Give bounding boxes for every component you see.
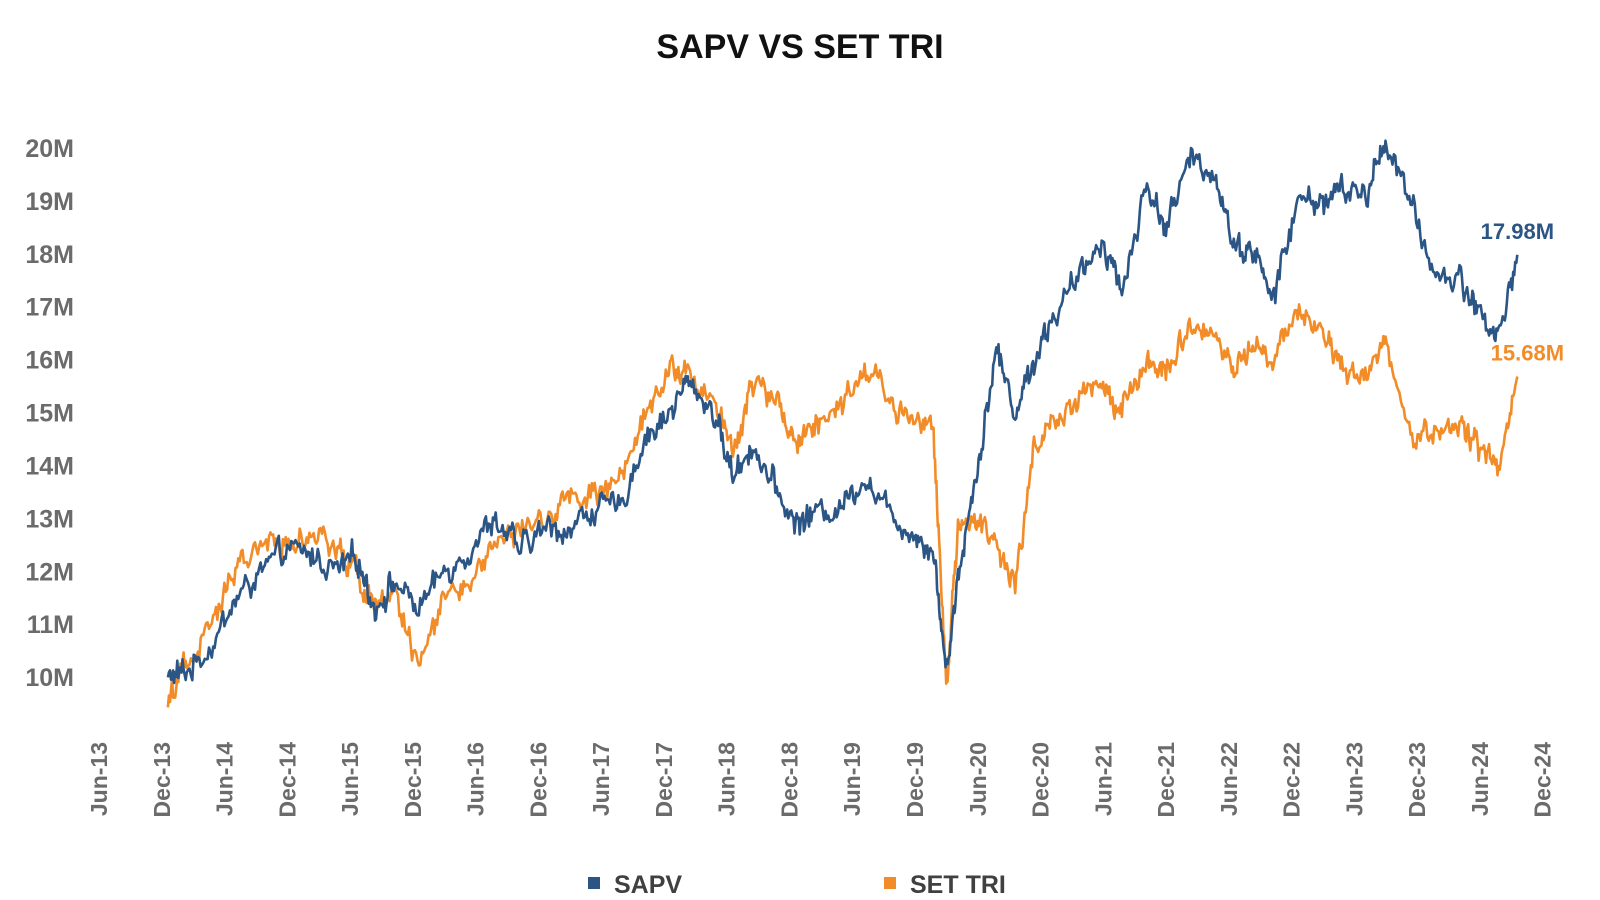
legend-label-sapv: SAPV — [614, 871, 682, 899]
x-tick-label: Dec-20 — [1028, 742, 1054, 817]
x-tick-label: Jun-13 — [86, 742, 112, 816]
y-axis: 10M 11M 12M 13M 14M 15M 16M 17M 18M 19M 20M — [25, 135, 74, 692]
x-tick-label: Dec-16 — [525, 742, 551, 817]
plot-area — [166, 139, 1519, 708]
x-tick-label: Dec-13 — [149, 742, 175, 817]
y-tick-label: 18M — [25, 241, 74, 269]
y-tick-label: 13M — [25, 505, 74, 533]
x-tick-label: Jun-23 — [1341, 742, 1367, 816]
end-label-sapv: 17.98M — [1481, 219, 1554, 244]
legend-label-set-tri: SET TRI — [910, 871, 1006, 899]
x-tick-label: Jun-24 — [1467, 742, 1493, 816]
y-tick-label: 10M — [25, 664, 74, 692]
series-line-sapv — [166, 139, 1519, 685]
y-tick-label: 11M — [27, 611, 74, 639]
y-tick-label: 16M — [25, 347, 74, 375]
x-tick-label: Jun-22 — [1216, 742, 1242, 816]
x-tick-label: Dec-14 — [274, 742, 300, 818]
x-tick-label: Dec-23 — [1404, 742, 1430, 817]
x-tick-label: Jun-14 — [212, 742, 238, 816]
series-line-set-tri — [166, 303, 1519, 708]
x-tick-label: Dec-15 — [400, 742, 426, 818]
y-tick-label: 19M — [25, 188, 74, 216]
y-tick-label: 14M — [25, 452, 74, 480]
y-tick-label: 15M — [25, 400, 74, 428]
x-tick-label: Jun-16 — [463, 742, 489, 816]
x-tick-label: Dec-21 — [1153, 742, 1179, 818]
x-axis: Jun-13 Dec-13 Jun-14 Dec-14 Jun-15 Dec-15 Jun-… — [86, 742, 1556, 818]
x-tick-label: Jun-17 — [588, 742, 614, 816]
x-tick-label: Dec-17 — [651, 742, 677, 817]
legend-swatch-sapv — [588, 877, 600, 889]
x-tick-label: Jun-18 — [714, 742, 740, 816]
y-tick-label: 17M — [25, 294, 74, 322]
x-tick-label: Jun-21 — [1090, 742, 1116, 816]
y-tick-label: 12M — [25, 558, 74, 586]
x-tick-label: Jun-20 — [965, 742, 991, 816]
x-tick-label: Dec-19 — [902, 742, 928, 817]
x-tick-label: Jun-15 — [337, 742, 363, 816]
y-tick-label: 20M — [25, 135, 74, 163]
end-label-set-tri: 15.68M — [1491, 341, 1564, 366]
x-tick-label: Dec-18 — [776, 742, 802, 818]
end-labels: 15.68M 17.98M — [1481, 219, 1564, 366]
x-tick-label: Dec-22 — [1279, 742, 1305, 817]
chart-title: SAPV VS SET TRI — [656, 28, 943, 66]
legend-swatch-set-tri — [884, 877, 896, 889]
x-tick-label: Dec-24 — [1530, 742, 1556, 818]
legend: SAPV SET TRI — [588, 871, 1006, 899]
x-tick-label: Jun-19 — [839, 742, 865, 816]
